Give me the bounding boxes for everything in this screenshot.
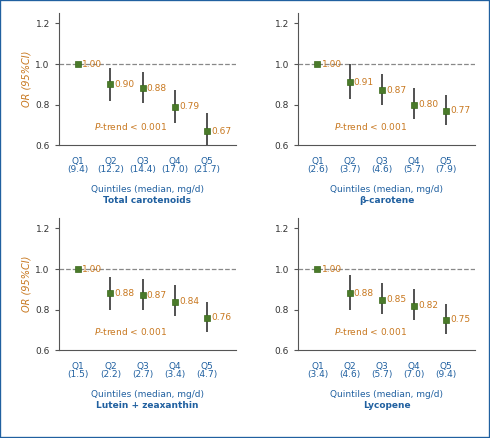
Text: (3.4): (3.4) bbox=[307, 370, 328, 379]
Text: Q2: Q2 bbox=[104, 157, 117, 166]
Text: (7.9): (7.9) bbox=[436, 165, 457, 174]
Text: (9.4): (9.4) bbox=[68, 165, 89, 174]
Text: 0.80: 0.80 bbox=[418, 100, 439, 109]
Text: 0.91: 0.91 bbox=[354, 78, 374, 87]
Text: Q2: Q2 bbox=[343, 362, 356, 371]
Text: (4.7): (4.7) bbox=[196, 370, 218, 379]
Text: Q5: Q5 bbox=[440, 157, 453, 166]
Text: Q1: Q1 bbox=[311, 157, 324, 166]
Text: 0.77: 0.77 bbox=[450, 106, 470, 115]
Text: Total carotenoids: Total carotenoids bbox=[103, 196, 192, 205]
Text: 0.90: 0.90 bbox=[115, 80, 135, 89]
Y-axis label: OR (95%CI): OR (95%CI) bbox=[21, 256, 31, 312]
Text: (4.6): (4.6) bbox=[371, 165, 392, 174]
Y-axis label: OR (95%CI): OR (95%CI) bbox=[21, 51, 31, 107]
Text: (2.6): (2.6) bbox=[307, 165, 328, 174]
Text: Lutein + zeaxanthin: Lutein + zeaxanthin bbox=[96, 401, 198, 410]
Text: (21.7): (21.7) bbox=[194, 165, 220, 174]
Text: $\it{P}$-trend < 0.001: $\it{P}$-trend < 0.001 bbox=[94, 120, 168, 131]
Text: Q1: Q1 bbox=[311, 362, 324, 371]
Text: 1.00: 1.00 bbox=[82, 60, 102, 68]
Text: Q2: Q2 bbox=[343, 157, 356, 166]
Text: 0.79: 0.79 bbox=[179, 102, 199, 111]
Text: 1.00: 1.00 bbox=[321, 265, 342, 273]
Text: Quintiles (median, mg/d): Quintiles (median, mg/d) bbox=[330, 185, 443, 194]
Text: Quintiles (median, mg/d): Quintiles (median, mg/d) bbox=[330, 390, 443, 399]
Text: 1.00: 1.00 bbox=[82, 265, 102, 273]
Text: Q4: Q4 bbox=[169, 362, 181, 371]
Text: (17.0): (17.0) bbox=[161, 165, 188, 174]
Text: Q4: Q4 bbox=[408, 157, 420, 166]
Text: (1.5): (1.5) bbox=[68, 370, 89, 379]
Text: Q4: Q4 bbox=[408, 362, 420, 371]
Text: 0.88: 0.88 bbox=[115, 289, 135, 298]
Text: Q5: Q5 bbox=[440, 362, 453, 371]
Text: 0.87: 0.87 bbox=[386, 86, 406, 95]
Text: Q2: Q2 bbox=[104, 362, 117, 371]
Text: 0.87: 0.87 bbox=[147, 291, 167, 300]
Text: (2.7): (2.7) bbox=[132, 370, 153, 379]
Text: Q4: Q4 bbox=[169, 157, 181, 166]
Text: (3.4): (3.4) bbox=[164, 370, 185, 379]
Text: Q3: Q3 bbox=[375, 362, 388, 371]
Text: $\it{P}$-trend < 0.001: $\it{P}$-trend < 0.001 bbox=[94, 325, 168, 336]
Text: Q5: Q5 bbox=[201, 157, 214, 166]
Text: (4.6): (4.6) bbox=[339, 370, 360, 379]
Text: Quintiles (median, mg/d): Quintiles (median, mg/d) bbox=[91, 390, 204, 399]
Text: 0.82: 0.82 bbox=[418, 301, 438, 310]
Text: (3.7): (3.7) bbox=[339, 165, 360, 174]
Text: (5.7): (5.7) bbox=[371, 370, 392, 379]
Text: 0.84: 0.84 bbox=[179, 297, 199, 306]
Text: (9.4): (9.4) bbox=[436, 370, 457, 379]
Text: 0.85: 0.85 bbox=[386, 295, 406, 304]
Text: (7.0): (7.0) bbox=[403, 370, 425, 379]
Text: 0.88: 0.88 bbox=[147, 84, 167, 93]
Text: Q1: Q1 bbox=[72, 157, 84, 166]
Text: (14.4): (14.4) bbox=[129, 165, 156, 174]
Text: 0.75: 0.75 bbox=[450, 315, 470, 325]
Text: β-carotene: β-carotene bbox=[359, 196, 415, 205]
Text: 0.76: 0.76 bbox=[211, 313, 231, 322]
Text: Q3: Q3 bbox=[375, 157, 388, 166]
Text: Q5: Q5 bbox=[201, 362, 214, 371]
Text: 0.88: 0.88 bbox=[354, 289, 374, 298]
Text: (2.2): (2.2) bbox=[100, 370, 121, 379]
Text: Q1: Q1 bbox=[72, 362, 84, 371]
Text: Q3: Q3 bbox=[136, 157, 149, 166]
Text: Q3: Q3 bbox=[136, 362, 149, 371]
Text: $\it{P}$-trend < 0.001: $\it{P}$-trend < 0.001 bbox=[334, 120, 407, 131]
Text: Lycopene: Lycopene bbox=[363, 401, 411, 410]
Text: Quintiles (median, mg/d): Quintiles (median, mg/d) bbox=[91, 185, 204, 194]
Text: $\it{P}$-trend < 0.001: $\it{P}$-trend < 0.001 bbox=[334, 325, 407, 336]
Text: (5.7): (5.7) bbox=[403, 165, 425, 174]
Text: 1.00: 1.00 bbox=[321, 60, 342, 68]
Text: (12.2): (12.2) bbox=[97, 165, 124, 174]
Text: 0.67: 0.67 bbox=[211, 127, 231, 136]
